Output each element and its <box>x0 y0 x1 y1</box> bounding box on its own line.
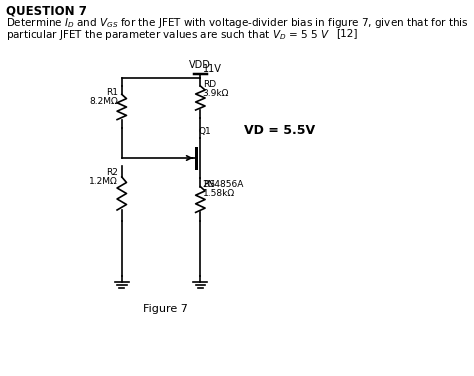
Text: Figure 7: Figure 7 <box>143 304 187 314</box>
Text: particular JFET the parameter values are such that $V_D$ = 5 5 $V$: particular JFET the parameter values are… <box>6 28 330 42</box>
Text: Q1: Q1 <box>198 127 211 136</box>
Text: [12]: [12] <box>336 28 357 38</box>
Text: 8.2MΩ: 8.2MΩ <box>89 97 118 106</box>
Text: RD: RD <box>203 80 216 89</box>
Text: 2N4856A: 2N4856A <box>203 180 244 189</box>
Text: R1: R1 <box>106 88 118 97</box>
Text: 11V: 11V <box>203 64 222 74</box>
Text: VD = 5.5V: VD = 5.5V <box>244 123 315 136</box>
Text: QUESTION 7: QUESTION 7 <box>6 4 87 17</box>
Text: 1.58kΩ: 1.58kΩ <box>203 189 235 198</box>
Text: 3.9kΩ: 3.9kΩ <box>203 89 229 98</box>
Text: Determine $\mathit{I}_D$ and $\mathit{V}_{GS}$ for the JFET with voltage-divider: Determine $\mathit{I}_D$ and $\mathit{V}… <box>6 16 469 30</box>
Text: RS: RS <box>203 180 215 189</box>
Text: R2: R2 <box>106 168 118 177</box>
Text: VDD: VDD <box>189 60 211 70</box>
Text: 1.2MΩ: 1.2MΩ <box>89 177 118 186</box>
